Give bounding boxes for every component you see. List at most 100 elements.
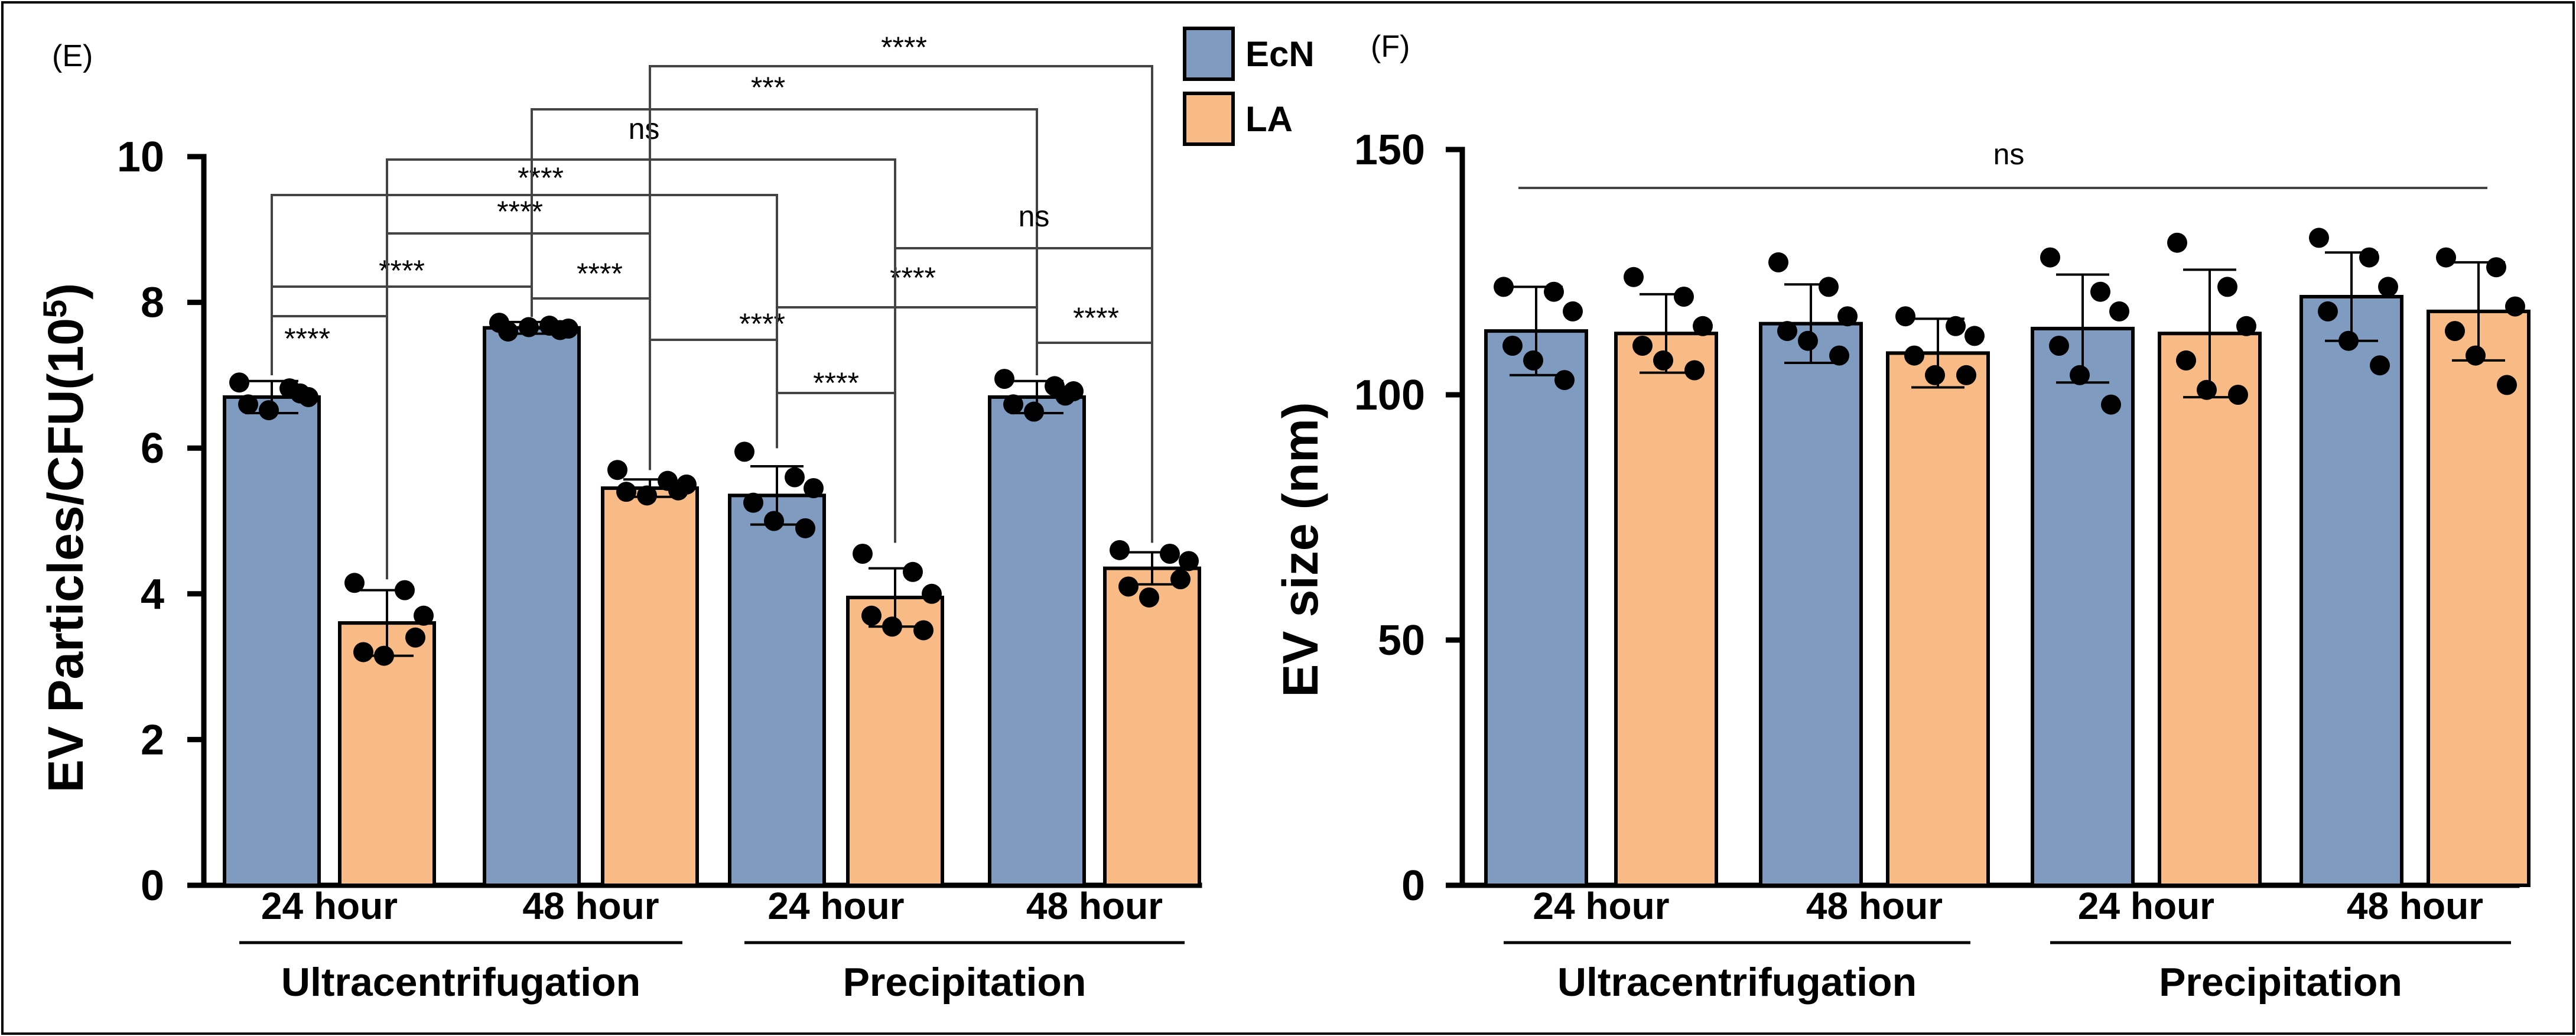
significance-label: ****: [890, 261, 936, 294]
data-point: [1502, 336, 1523, 356]
bar-ecn: [728, 493, 826, 887]
data-point: [1632, 336, 1653, 356]
significance-label: ****: [813, 366, 859, 400]
group-label: Precipitation: [843, 960, 1087, 1005]
bar-la: [1886, 351, 1990, 887]
legend: EcN LA: [1183, 27, 1315, 146]
data-point: [913, 620, 934, 641]
significance-label: ****: [881, 31, 927, 64]
panel-f-x-labels: 24 hour 48 hour 24 hour 48 hour Ultracentrif…: [1504, 885, 2511, 1005]
data-point: [1494, 277, 1514, 297]
data-point: [795, 518, 815, 538]
data-point: [2040, 247, 2060, 268]
data-point: [2466, 345, 2486, 366]
bar-ecn: [223, 395, 321, 887]
panel-e-ylabel: EV Particles/CFU(105): [36, 283, 93, 793]
legend-label-ecn: EcN: [1245, 34, 1315, 74]
data-point: [405, 627, 425, 648]
x-category-label: 48 hour: [522, 885, 659, 927]
y-tick-label: 10: [117, 134, 164, 181]
x-category-label: 48 hour: [1806, 885, 1943, 927]
data-point: [353, 642, 373, 662]
y-tick-label: 100: [1354, 372, 1425, 419]
significance-label: ****: [379, 254, 425, 287]
significance-bracket: [531, 108, 1038, 375]
data-point: [785, 467, 805, 488]
y-tick-label: 150: [1354, 126, 1425, 174]
data-point: [2109, 301, 2129, 321]
data-point: [519, 317, 539, 337]
data-point: [1798, 330, 1818, 351]
data-point: [238, 394, 258, 415]
data-point: [395, 580, 415, 600]
data-point: [1523, 350, 1543, 371]
data-point: [1674, 287, 1694, 307]
x-category-label: 24 hour: [261, 885, 398, 927]
panel-f-ylabel: EV size (nm): [1273, 402, 1328, 697]
data-point: [994, 369, 1014, 389]
data-point: [1024, 401, 1044, 422]
bar-la: [1103, 566, 1201, 887]
significance-label: ****: [497, 195, 543, 228]
data-point: [2309, 228, 2329, 248]
group-label: Precipitation: [2159, 960, 2402, 1005]
bar-ecn: [988, 395, 1086, 887]
data-point: [1554, 370, 1575, 391]
data-point: [1904, 345, 1924, 366]
data-point: [1003, 394, 1023, 415]
data-point: [2505, 296, 2525, 317]
data-point: [2445, 321, 2465, 342]
data-point: [1624, 267, 1644, 287]
group-label: Ultracentrifugation: [1557, 960, 1917, 1005]
data-point: [1653, 350, 1673, 371]
x-category-label: 48 hour: [2347, 885, 2483, 927]
data-point: [2338, 330, 2359, 351]
bar-ecn: [2031, 326, 2135, 887]
data-point: [259, 400, 279, 421]
significance-label: ns: [1019, 200, 1050, 233]
data-point: [1563, 301, 1583, 321]
panel-f: (F) EV size (nm) 0 50 100 150 ns 24 hour 48 …: [1273, 30, 2531, 1005]
data-point: [2236, 316, 2256, 336]
y-tick-label: 4: [141, 571, 164, 618]
y-tick-label: 0: [1401, 862, 1425, 910]
significance-label: ***: [751, 71, 785, 104]
data-point: [2378, 277, 2398, 297]
significance-bracket: [1036, 342, 1153, 543]
data-point: [1895, 306, 1915, 327]
bar-la: [338, 621, 436, 887]
data-point: [1829, 345, 1849, 366]
data-point: [2101, 394, 2121, 415]
data-point: [1055, 385, 1075, 406]
y-tick-label: 0: [141, 862, 164, 910]
bar-ecn: [1484, 329, 1588, 887]
panel-e-bars: [223, 313, 1201, 888]
data-point: [2497, 375, 2517, 395]
data-point: [374, 645, 394, 666]
data-point: [668, 480, 688, 501]
significance-label: ns: [1993, 138, 2025, 171]
panel-e-x-labels: 24 hour 48 hour 24 hour 48 hour Ultracentrif…: [239, 885, 1185, 1005]
data-point: [616, 482, 636, 502]
data-point: [1837, 306, 1858, 327]
data-point: [922, 583, 942, 604]
x-category-label: 24 hour: [2078, 885, 2214, 927]
data-point: [2176, 350, 2196, 371]
data-point: [734, 441, 754, 462]
data-point: [1956, 365, 1976, 385]
significance-label: ****: [1073, 301, 1119, 334]
bar-la: [2427, 309, 2531, 887]
legend-swatch-ecn: [1183, 27, 1235, 81]
data-point: [1777, 321, 1797, 342]
bar-la: [601, 486, 699, 887]
data-point: [607, 460, 627, 480]
data-point: [1925, 365, 1945, 385]
data-point: [853, 543, 873, 564]
data-point: [1964, 326, 1985, 346]
data-point: [2090, 281, 2110, 302]
bar-ecn: [2299, 295, 2403, 887]
x-category-label: 24 hour: [767, 885, 904, 927]
